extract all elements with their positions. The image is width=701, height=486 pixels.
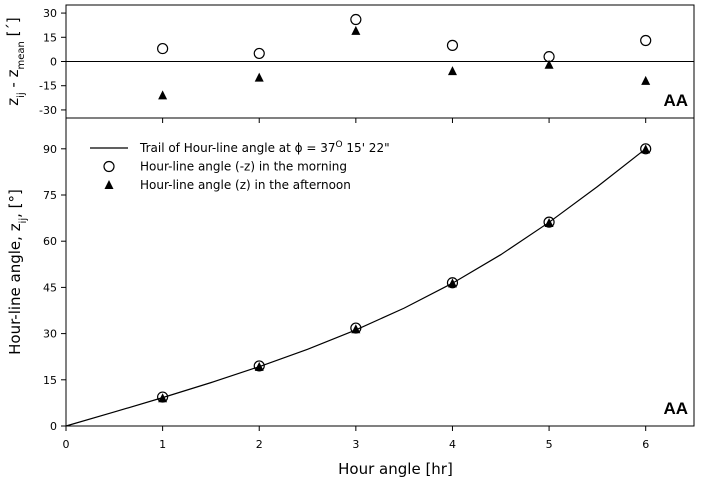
triangle-marker [544,59,554,69]
y-tick-label: 0 [50,56,57,69]
circle-marker [446,277,459,289]
y-tick-label: 15 [43,31,57,44]
triangle-marker [544,218,554,228]
y-tick-label: -15 [39,80,57,93]
text-part: O [336,140,343,150]
triangle-marker [351,324,361,334]
triangle-marker [351,25,361,35]
x-tick-label: 5 [546,438,553,451]
text-part: ij [18,218,29,224]
legend-triangle [104,180,114,189]
y-tick-label: 15 [43,374,57,387]
text-part: z [4,98,22,106]
y-tick-label: 0 [50,420,57,433]
legend-label: Hour-line angle (z) in the afternoon [140,178,351,192]
x-tick-label: 0 [63,438,70,451]
text-part: 15' 22" [343,141,390,155]
x-tick-label: 2 [256,438,263,451]
y-axis-label: zij - zmean [´] [4,17,27,106]
y-tick-label: 60 [43,235,57,248]
y-tick-label: 30 [43,328,57,341]
circle-marker [350,13,362,26]
text-part: Hour-line angle (-z) in the morning [140,160,347,174]
x-tick-label: 1 [159,438,166,451]
circle-marker [640,143,652,155]
circle-marker [543,216,555,228]
triangle-marker [447,278,457,288]
text-part: mean [16,41,27,69]
y-tick-label: 90 [43,143,57,156]
text-part: [´] [4,17,22,41]
circle-marker [446,39,459,51]
plot-frame [65,117,695,427]
legend-label: Trail of Hour-line angle at ϕ = 37O 15' … [139,140,390,155]
triangle-marker [158,90,168,100]
text-part: , [°] [6,189,24,218]
x-tick-label: 6 [642,438,649,451]
x-axis-label: Hour angle [hr] [338,460,453,478]
circle-marker [253,360,265,372]
annotation: AA [663,399,688,418]
annotation: AA [663,91,688,110]
text-part: ij [16,92,27,98]
circle-marker [640,34,652,47]
legend-circle [103,160,115,173]
y-tick-label: -30 [39,104,57,117]
text-part: Hour-line angle (z) in the afternoon [140,178,351,192]
x-tick-label: 4 [449,438,456,451]
y-axis-label: Hour-line angle, zij, [°] [6,189,29,355]
triangle-marker [254,361,264,371]
triangle-marker [641,75,651,85]
x-tick-label: 3 [352,438,359,451]
triangle-marker [641,144,651,154]
y-tick-label: 30 [43,7,57,20]
circle-marker [253,47,265,60]
triangle-marker [158,393,168,403]
triangle-marker [447,66,457,76]
y-tick-label: 45 [43,281,57,294]
legend-label: Hour-line angle (-z) in the morning [140,160,347,174]
circle-marker [157,42,169,55]
text-part: - z [4,69,22,92]
text-part: Hour-line angle, z [6,223,24,355]
y-tick-label: 75 [43,189,57,202]
text-part: Trail of Hour-line angle at ϕ = 37 [139,141,336,155]
triangle-marker [254,72,264,82]
